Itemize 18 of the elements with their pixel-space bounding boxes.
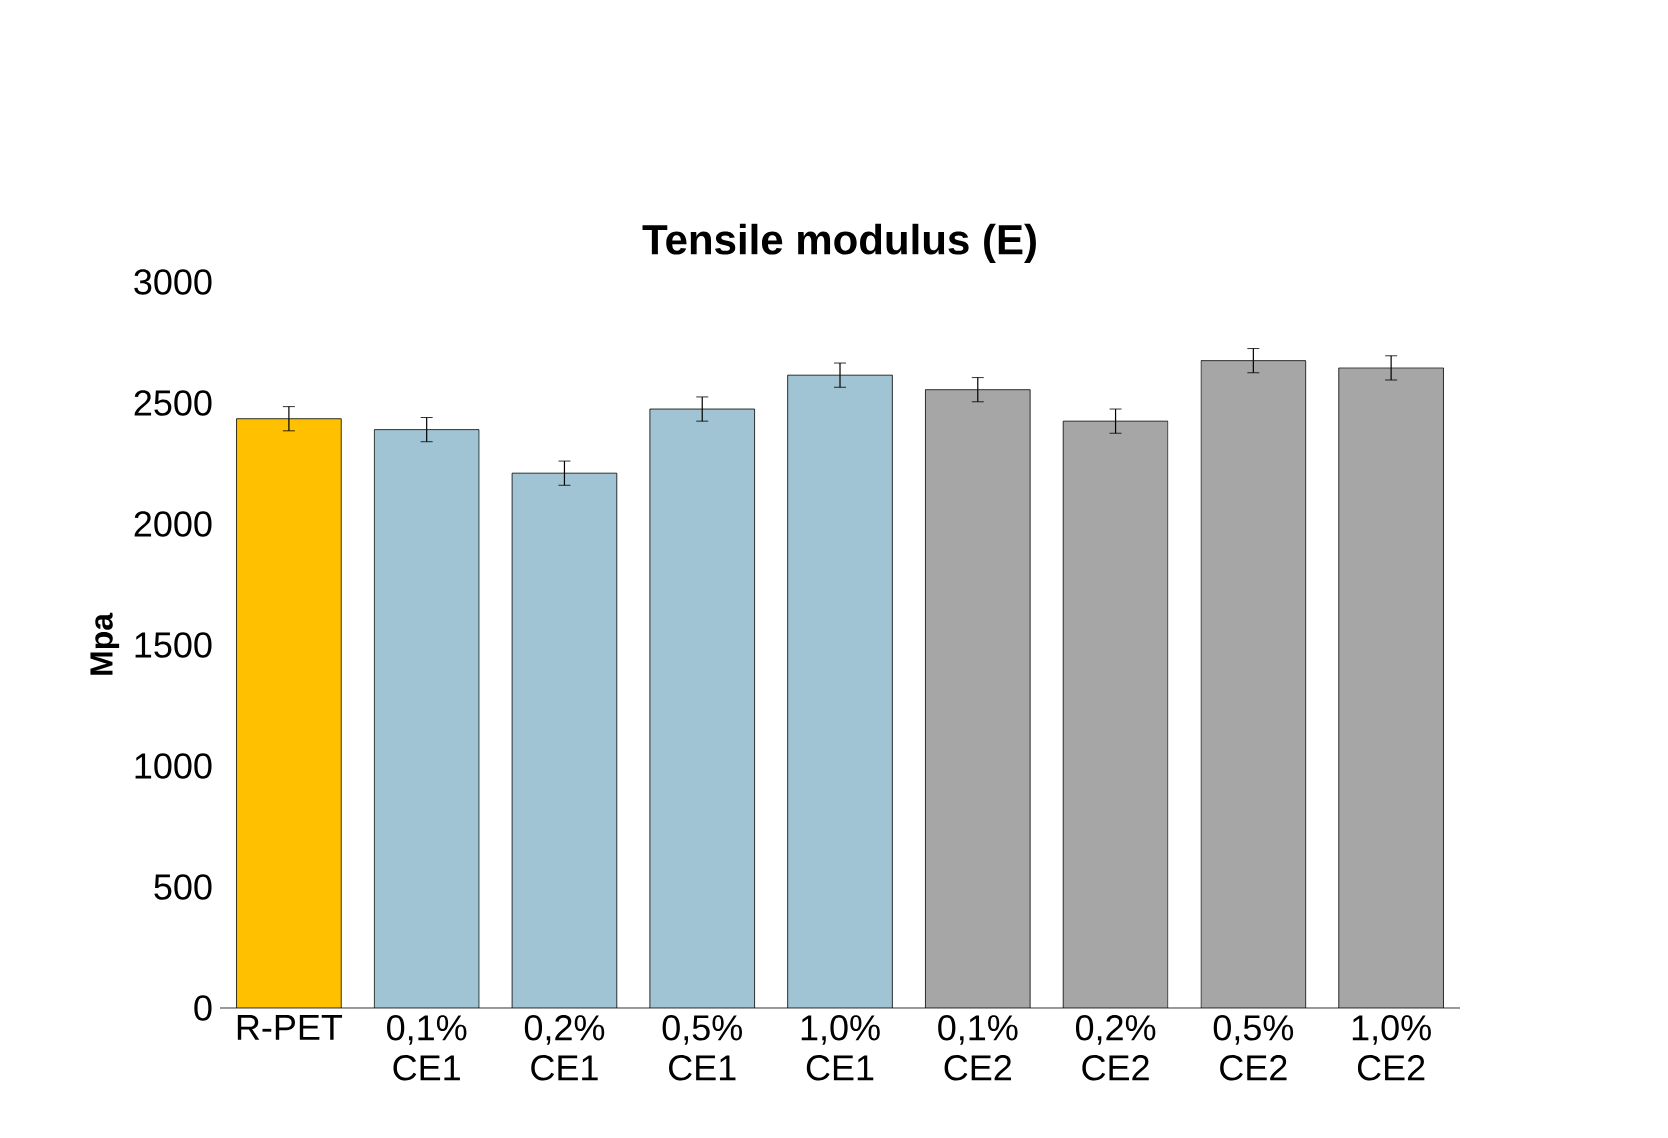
y-tick-label: 1500 xyxy=(135,632,212,658)
y-tick-label: 3000 xyxy=(134,269,212,295)
y-tick-label: 1000 xyxy=(135,753,212,779)
y-axis-title: Mpa xyxy=(90,612,120,675)
x-tick-label: 1,0% CE2 xyxy=(1352,1015,1431,1081)
x-tick-label: 0,5% CE1 xyxy=(662,1015,742,1081)
y-tick-label: 2500 xyxy=(134,390,212,416)
x-tick-label: 1,0% CE1 xyxy=(801,1015,880,1081)
y-tick-label: 500 xyxy=(154,874,212,900)
y-tick-label: 0 xyxy=(194,995,212,1021)
y-tick-label: 2000 xyxy=(134,511,212,537)
x-tick-label: 0,5% CE2 xyxy=(1213,1015,1294,1081)
x-tick-label: 0,2% CE1 xyxy=(524,1015,605,1081)
x-tick-label: 0,1% CE2 xyxy=(938,1015,1018,1081)
chart-title: Tensile modulus (E) xyxy=(642,223,1036,263)
x-tick-label: 0,1% CE1 xyxy=(387,1015,467,1081)
x-tick-label: 0,2% CE2 xyxy=(1075,1015,1156,1081)
x-tick-label: R-PET xyxy=(237,1015,343,1040)
